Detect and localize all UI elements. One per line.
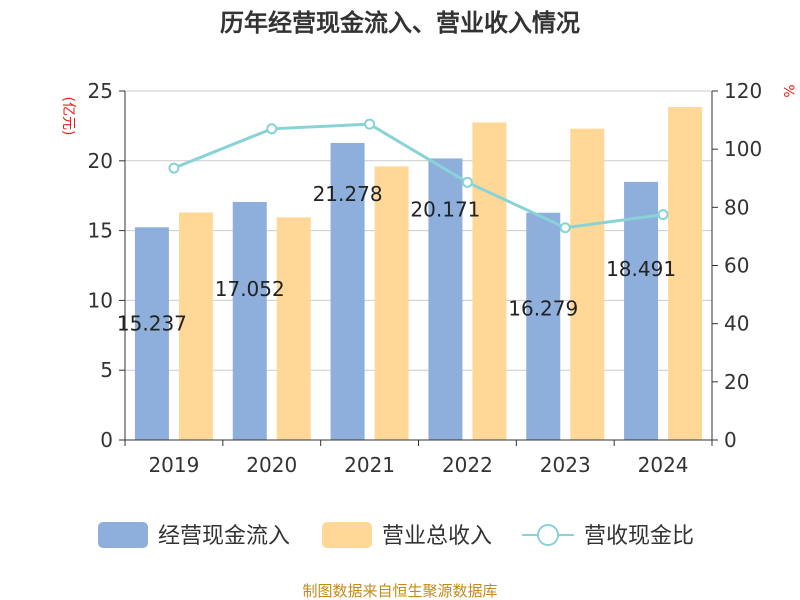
y-left-tick-label: 0 [100, 428, 113, 452]
bar-cash-inflow [232, 201, 267, 440]
y-right-tick-label: 40 [724, 312, 749, 336]
bar-revenue [178, 212, 213, 440]
bar-revenue [374, 166, 409, 440]
data-label: 20.171 [410, 197, 480, 221]
data-label: 16.279 [508, 297, 578, 321]
line-point [266, 123, 278, 135]
y-right-tick-label: 20 [724, 370, 749, 394]
bar-cash-inflow [428, 158, 463, 440]
x-tick-label: 2023 [540, 453, 591, 477]
data-label: 15.237 [117, 311, 187, 335]
y-left-tick-label: 20 [88, 149, 113, 173]
legend-label: 经营现金流入 [158, 524, 290, 549]
bar-revenue [668, 107, 703, 440]
line-series [168, 118, 669, 234]
line-point [461, 176, 473, 188]
x-tick-label: 2021 [344, 453, 395, 477]
y-right-tick-label: 120 [724, 79, 762, 103]
x-tick-label: 2019 [148, 453, 199, 477]
y-right-axis-label: % [780, 84, 796, 97]
line-point [657, 209, 669, 221]
source-footer: 制图数据来自恒生聚源数据库 [302, 582, 497, 600]
bar-revenue [276, 217, 311, 440]
legend-swatch [98, 522, 148, 548]
y-left-tick-label: 5 [100, 358, 113, 382]
legend: 经营现金流入 营业总收入 营收现金比 [98, 522, 694, 549]
bar-revenue [570, 128, 605, 440]
data-label: 18.491 [606, 257, 676, 281]
legend-marker [537, 524, 559, 546]
chart-title: 历年经营现金流入、营业收入情况 [220, 9, 580, 37]
y-right-tick-label: 100 [724, 137, 762, 161]
bar-cash-inflow [134, 227, 169, 440]
y-left-tick-label: 25 [88, 79, 113, 103]
data-label: 21.278 [313, 182, 383, 206]
x-tick-label: 2020 [246, 453, 297, 477]
bar-cash-inflow [624, 181, 659, 440]
legend-label: 营收现金比 [584, 524, 694, 549]
bar-cash-inflow [330, 142, 365, 441]
legend-label: 营业总收入 [382, 524, 492, 549]
line-point [168, 162, 180, 174]
line-cash-revenue-ratio [173, 122, 664, 230]
legend-swatch [322, 522, 372, 548]
y-left-tick-label: 15 [88, 219, 113, 243]
y-left-tick-label: 10 [88, 288, 113, 312]
axes: 0 5 10 15 20 25 0 20 40 60 80 100 120 2019 2020 2021 202… [88, 79, 763, 477]
bar-revenue [472, 122, 507, 440]
x-tick-label: 2022 [442, 453, 493, 477]
data-labels: 15.237 17.052 21.278 20.171 16.279 18.491 [117, 182, 676, 335]
bar-cash-inflow [526, 212, 561, 440]
y-left-axis-label: (亿元) [60, 97, 76, 136]
line-point [559, 222, 571, 234]
bar-series [134, 107, 703, 441]
line-point [364, 118, 376, 130]
y-right-tick-label: 80 [724, 195, 749, 219]
y-right-tick-label: 60 [724, 254, 749, 278]
data-label: 17.052 [215, 277, 285, 301]
x-tick-label: 2024 [638, 453, 689, 477]
y-right-tick-label: 0 [724, 428, 737, 452]
